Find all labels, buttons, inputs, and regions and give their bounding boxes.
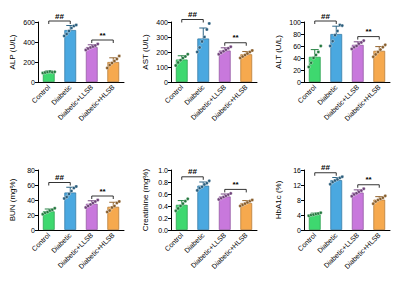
svg-text:**: ** [365,27,372,36]
svg-text:Diabetic+HLSB: Diabetic+HLSB [210,83,249,122]
svg-text:##: ## [188,167,197,176]
svg-text:##: ## [55,12,64,21]
svg-text:0.4: 0.4 [158,203,168,210]
svg-text:8: 8 [297,197,301,204]
svg-text:**: ** [99,187,106,196]
svg-text:**: ** [232,33,239,42]
svg-text:0.8: 0.8 [158,179,168,186]
svg-text:0.2: 0.2 [158,215,168,222]
svg-text:**: ** [232,180,239,189]
svg-text:ALP (U/L): ALP (U/L) [8,34,17,69]
svg-text:20: 20 [293,67,301,74]
svg-text:Diabetic+HLSB: Diabetic+HLSB [343,83,382,122]
svg-text:12: 12 [293,182,301,189]
svg-text:Control: Control [30,231,51,252]
svg-text:200: 200 [23,59,35,66]
svg-text:Control: Control [296,231,317,252]
svg-text:200: 200 [156,49,168,56]
svg-text:Diabetic+HLSB: Diabetic+HLSB [77,83,116,122]
svg-text:0: 0 [31,79,35,86]
svg-text:Diabetic+LLSB: Diabetic+LLSB [56,231,94,269]
svg-text:0: 0 [31,227,35,234]
svg-text:0: 0 [297,79,301,86]
svg-text:100: 100 [156,64,168,71]
svg-text:400: 400 [23,39,35,46]
svg-text:Creatinine (mg%): Creatinine (mg%) [141,169,150,232]
svg-text:40: 40 [27,197,35,204]
svg-text:Diabetic+HLSB: Diabetic+HLSB [77,231,116,270]
svg-text:100: 100 [289,19,301,26]
svg-text:Diabetic+LLSB: Diabetic+LLSB [189,231,227,269]
svg-text:Diabetic+LLSB: Diabetic+LLSB [322,83,360,121]
svg-text:HbA1c (%): HbA1c (%) [274,180,283,219]
svg-text:Control: Control [30,83,51,104]
svg-text:ALT (U/L): ALT (U/L) [274,35,283,69]
svg-text:Diabetic+LLSB: Diabetic+LLSB [189,83,227,121]
svg-text:80: 80 [27,167,35,174]
svg-text:Diabetic+HLSB: Diabetic+HLSB [210,231,249,270]
svg-text:4: 4 [297,212,301,219]
svg-text:##: ## [188,10,197,19]
svg-text:Diabetic+HLSB: Diabetic+HLSB [343,231,382,270]
svg-text:600: 600 [23,19,35,26]
svg-text:0: 0 [297,227,301,234]
svg-text:0.0: 0.0 [158,227,168,234]
svg-text:**: ** [99,31,106,40]
svg-text:BUN (mg%): BUN (mg%) [8,178,17,221]
svg-text:Control: Control [296,83,317,104]
svg-text:40: 40 [293,55,301,62]
svg-text:300: 300 [156,34,168,41]
svg-text:0: 0 [164,79,168,86]
svg-text:Control: Control [163,231,184,252]
svg-text:80: 80 [293,31,301,38]
svg-text:60: 60 [293,43,301,50]
svg-text:##: ## [321,163,330,172]
svg-text:AST (U/L): AST (U/L) [141,34,150,70]
svg-text:60: 60 [27,182,35,189]
svg-text:20: 20 [27,212,35,219]
svg-text:16: 16 [293,167,301,174]
svg-text:**: ** [365,175,372,184]
svg-text:0.6: 0.6 [158,191,168,198]
svg-text:Diabetic+LLSB: Diabetic+LLSB [322,231,360,269]
svg-text:Control: Control [163,83,184,104]
svg-text:##: ## [55,173,64,182]
svg-text:400: 400 [156,19,168,26]
svg-text:Diabetic+LLSB: Diabetic+LLSB [56,83,94,121]
svg-text:1.0: 1.0 [158,167,168,174]
svg-text:##: ## [321,12,330,21]
